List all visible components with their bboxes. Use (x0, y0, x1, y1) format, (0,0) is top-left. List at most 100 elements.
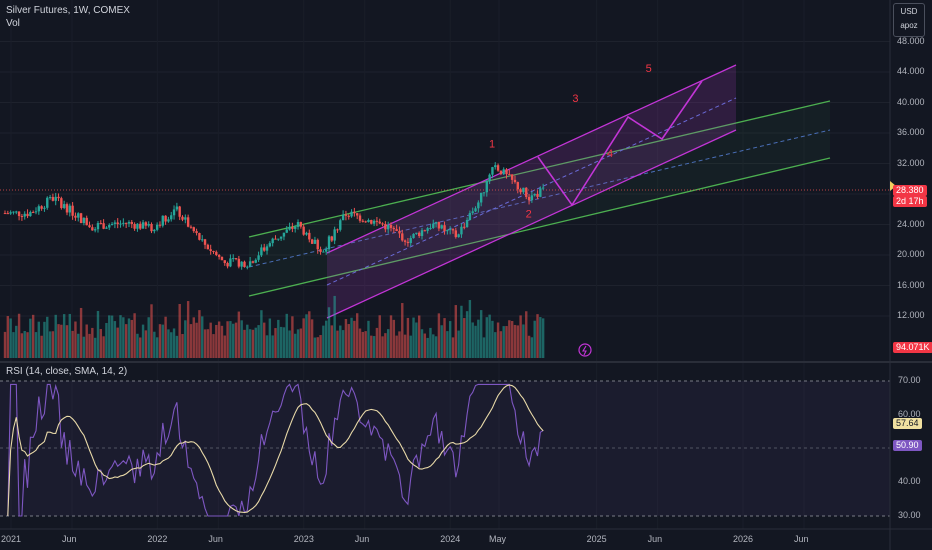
candle-body (217, 255, 221, 257)
candle-body (465, 219, 469, 228)
candle-body (161, 215, 164, 226)
volume-bar (468, 300, 472, 358)
volume-bar (465, 311, 469, 358)
candle-body (350, 211, 353, 217)
volume-bar (9, 318, 12, 358)
candle-body (46, 197, 49, 208)
price-tick-label: 40.000 (897, 96, 925, 107)
rsi-line (7, 383, 544, 517)
volume-bar (437, 313, 441, 358)
volume-bar (31, 314, 35, 358)
candle-body (468, 212, 472, 220)
rsi-tick-label: 70.00 (898, 375, 921, 385)
candle-body (203, 239, 207, 245)
candle-body (260, 247, 263, 256)
price-tick-label: 16.000 (897, 279, 925, 290)
candle-body (88, 225, 91, 228)
candle-body (82, 217, 86, 224)
candle-body (322, 251, 325, 253)
volume-bar (161, 324, 164, 358)
candle-body (212, 250, 215, 252)
volume-bar (302, 318, 305, 358)
volume-bar (144, 330, 148, 358)
candle-body (482, 192, 486, 194)
candle-body (457, 234, 460, 238)
candle-body (3, 213, 7, 215)
volume-bar (248, 329, 252, 358)
volume-bar (189, 324, 193, 358)
volume-bar (217, 321, 221, 358)
volume-bar (274, 328, 277, 358)
volume-bar (124, 324, 128, 358)
volume-bar (265, 335, 269, 358)
candle-body (34, 211, 38, 213)
volume-bar (285, 313, 288, 358)
volume-bar (277, 319, 280, 358)
volume-bar (37, 321, 41, 358)
green-channel-lower (248, 157, 831, 297)
volume-bar (333, 295, 336, 358)
volume-bar (246, 324, 249, 358)
candle-body (386, 224, 390, 230)
volume-bar (12, 332, 15, 358)
volume-bar (215, 324, 218, 358)
time-tick-label: 2023 (293, 534, 314, 544)
volume-bar (234, 322, 238, 358)
volume-bar (240, 320, 243, 358)
candle-body (496, 165, 500, 171)
volume-bar (291, 316, 294, 358)
candle-body (74, 215, 77, 218)
volume-bar (279, 326, 283, 358)
volume-bars (3, 295, 545, 358)
wave-label: 5 (646, 63, 652, 75)
volume-bar (167, 329, 170, 358)
volume-bar (319, 335, 322, 358)
candle-body (124, 222, 128, 224)
volume-bar (282, 327, 286, 358)
volume-bar (65, 325, 69, 358)
currency-button[interactable]: USD (900, 7, 918, 16)
volume-lightning-icon (578, 343, 592, 357)
candle-body (93, 229, 97, 231)
volume-bar (150, 304, 153, 358)
candle-body (68, 205, 72, 213)
volume-bar (57, 324, 60, 358)
volume-bar (116, 327, 119, 358)
price-tick-label: 32.000 (897, 157, 925, 168)
candle-body (364, 221, 367, 223)
candle-body (251, 261, 255, 263)
candle-body (533, 193, 536, 196)
candle-body (288, 226, 291, 230)
candle-body (341, 214, 345, 221)
volume-bar (322, 325, 325, 358)
candle-body (226, 263, 229, 267)
candle-body (505, 169, 508, 175)
volume-bar (530, 337, 534, 358)
volume-bar (505, 326, 508, 358)
candle-body (167, 219, 170, 222)
time-tick-label: Jun (354, 534, 370, 544)
price-tick-label: 24.000 (897, 218, 925, 229)
candle-body (310, 239, 314, 244)
wave-label: 3 (572, 93, 578, 105)
volume-bar (51, 331, 55, 358)
candle-body (361, 220, 365, 222)
grid-lines (0, 41, 890, 317)
volume-bar (296, 329, 300, 358)
volume-bar (226, 321, 229, 358)
candle-body (6, 213, 10, 215)
candle-body (65, 204, 69, 213)
candle-body (474, 208, 477, 212)
candle-body (426, 228, 429, 231)
currency-unit-control[interactable]: USD apoz (893, 3, 925, 37)
candle-body (319, 249, 322, 252)
scale-mode-button[interactable]: apoz (900, 21, 918, 30)
candle-body (282, 232, 286, 237)
volume-bar (406, 317, 410, 358)
candle-body (144, 222, 148, 226)
candle-body (485, 181, 489, 193)
candle-body (367, 220, 370, 223)
volume-bar (477, 319, 480, 358)
candle-body (491, 167, 494, 175)
